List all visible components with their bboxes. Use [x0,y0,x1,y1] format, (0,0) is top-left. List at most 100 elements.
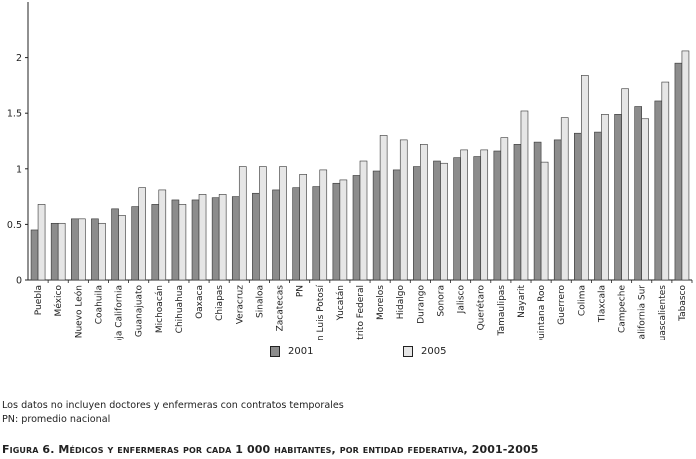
bar-2005 [480,149,489,281]
bar-2005 [500,137,509,281]
x-category-label: Querétaro [476,285,487,331]
note-line-1: Los datos no incluyen doctores y enferme… [2,400,344,411]
figure-caption: Figura 6. Médicos y enfermeras por cada … [2,443,539,456]
bar-2001 [553,139,562,281]
legend-label-2001: 2001 [288,346,314,357]
x-category-label: Veracruz [235,285,245,325]
bar-2001 [211,197,220,281]
bar-2005 [178,204,187,281]
bar-2001 [50,222,59,281]
y-axis-ticks: 0 0.5 1 1.5 2 [7,53,28,287]
x-category-label: Tamaulipas [497,285,507,337]
legend-swatch-2005 [403,346,413,357]
x-category-label: Guanajuato [135,285,145,338]
x-category-label: Coahuila [94,285,104,324]
bar-2005 [560,117,569,281]
bar-2001 [594,131,602,281]
x-category-label: Morelos [376,285,386,320]
bar-2005 [379,135,388,281]
bar-2001 [654,100,663,281]
bar-2001 [513,144,522,281]
x-category-label: Hidalgo [396,285,406,320]
x-category-label: Guerrero [557,285,567,325]
bar-2001 [473,156,482,281]
y-tick-label: 0 [16,276,22,287]
bar-2005 [681,50,690,281]
bar-2005 [37,204,46,281]
chart-legend: 2001 2005 [0,346,696,362]
bar-2005 [399,139,408,281]
x-category-label: Colima [577,285,587,316]
x-category-label: Baja California [115,285,125,340]
bar-2005 [238,166,247,281]
bar-2001 [433,160,441,281]
bar-chart: 0 0.5 1 1.5 2 Puebla México Nuevo León Coahuila… [7,2,693,340]
bar-2001 [111,208,119,281]
bar-2005 [359,160,368,281]
bar-2001 [312,186,321,281]
bar-2001 [332,182,341,281]
x-category-label: Michoacán [155,285,165,333]
bar-2005 [540,161,549,281]
x-category-label: Distrito Federal [356,285,366,340]
bar-2001 [231,196,240,281]
bar-2001 [674,62,683,281]
bar-2001 [634,106,643,281]
x-category-label: Chihuahua [175,285,185,333]
bar-2001 [292,187,300,281]
bar-2005 [460,149,468,281]
x-category-label: Baja California Sur [638,285,648,340]
chart-notes: Los datos no incluyen doctores y enferme… [2,399,344,427]
x-category-label: Tabasco [678,285,688,322]
x-category-label: San Luis Potosí [316,285,326,340]
bar-2005 [118,215,126,281]
x-axis-labels: Puebla México Nuevo León Coahuila Baja Calif… [34,285,688,340]
bar-2001 [252,192,260,281]
bar-2005 [621,88,629,281]
x-category-label: Campeche [618,285,628,333]
bar-2001 [413,166,421,281]
x-category-label: Chiapas [215,285,225,321]
x-category-label: México [53,285,64,317]
bar-2005 [581,75,589,281]
bar-2005 [78,218,86,281]
bar-2005 [299,174,307,281]
bar-2005 [420,144,428,281]
bar-2001 [453,157,461,281]
x-category-label: Nayarit [517,285,527,318]
x-category-label: Aguascalientes [658,285,668,340]
bar-2005 [339,179,348,281]
x-category-label: Oaxaca [195,285,205,319]
bar-2001 [30,229,39,281]
bar-2001 [151,204,160,281]
x-category-label: Sinaloa [255,285,265,318]
bar-2001 [372,170,381,281]
chart-bars [30,50,693,283]
bar-2005 [57,222,66,281]
bar-2001 [71,218,79,281]
x-category-label: Tlaxcala [597,285,607,323]
bar-2005 [158,189,167,281]
legend-swatch-2001 [270,346,280,357]
x-category-label: PN [296,285,306,297]
bar-2005 [601,114,609,281]
x-category-label: Sonora [436,285,446,317]
bar-2005 [319,169,328,281]
bar-2001 [533,141,542,281]
bar-2001 [171,199,180,281]
x-category-label: Puebla [34,285,44,315]
bar-2001 [191,199,200,281]
bar-2001 [614,114,622,281]
x-category-label: Jalisco [457,285,467,315]
legend-label-2005: 2005 [421,346,447,357]
y-tick-label: 1 [16,164,22,175]
note-line-2: PN: promedio nacional [2,414,111,425]
bar-2005 [98,222,106,281]
bar-2005 [138,187,146,281]
y-tick-label: 2 [16,53,22,64]
x-category-label: Durango [416,285,426,324]
bar-2001 [91,218,99,281]
x-category-label: Yucatán [336,285,346,321]
legend-item-2001: 2001 [270,346,313,357]
bar-2001 [131,206,139,281]
